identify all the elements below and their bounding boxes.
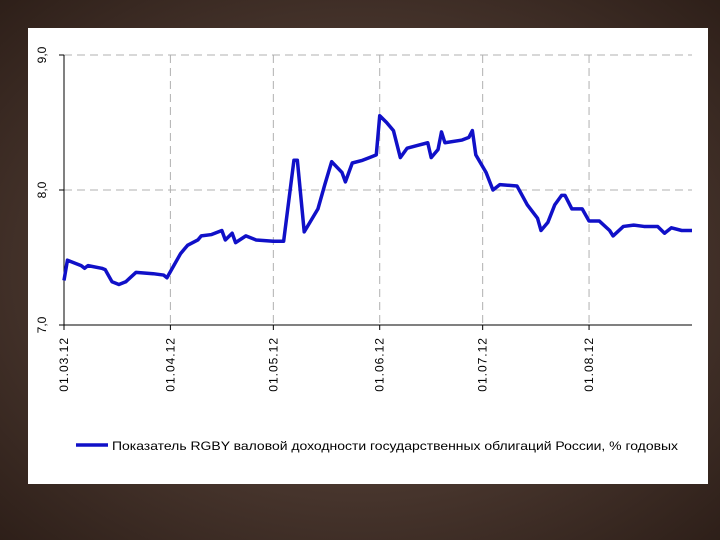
legend-label: Показатель RGBY валовой доходности госуд…	[112, 439, 678, 453]
chart-panel	[28, 28, 708, 484]
x-tick-label: 01.06.12	[373, 337, 387, 392]
y-tick-label: 9,0	[35, 46, 49, 63]
x-tick-label: 01.03.12	[57, 337, 71, 392]
y-tick-label: 7,0	[35, 316, 49, 333]
x-tick-label: 01.04.12	[163, 337, 177, 392]
y-tick-label: 8,0	[35, 181, 49, 198]
x-tick-label: 01.05.12	[266, 337, 280, 392]
data-line	[62, 114, 692, 287]
x-tick-label: 01.07.12	[476, 337, 490, 392]
x-tick-label: 01.08.12	[582, 337, 596, 392]
chart: 7,0 8,0 9,0 01.03.12 01.04.12 01.05.12 01.06.1…	[35, 46, 692, 453]
